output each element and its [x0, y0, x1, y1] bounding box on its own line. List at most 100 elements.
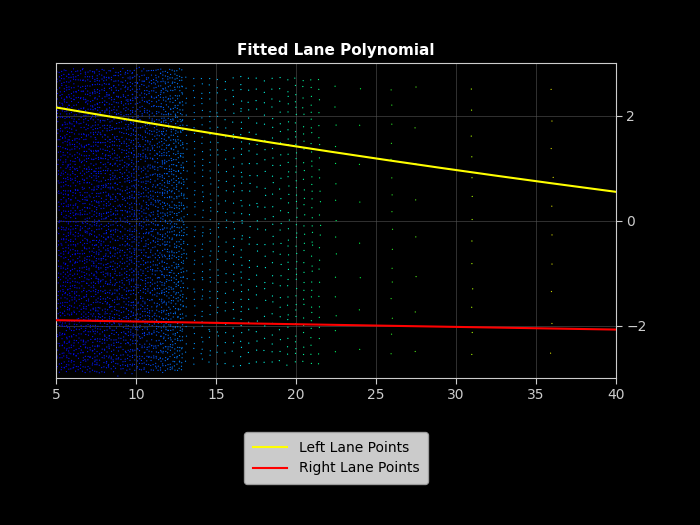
Point: [52, 86, 63, 94]
Point: [189, 151, 200, 159]
Point: [71, 352, 82, 360]
Point: [144, 114, 155, 122]
Point: [167, 247, 178, 255]
Point: [69, 165, 80, 174]
Point: [94, 350, 105, 358]
Point: [60, 181, 71, 189]
Point: [167, 86, 178, 94]
Point: [170, 309, 181, 318]
Point: [113, 314, 125, 323]
Point: [64, 332, 75, 341]
Point: [177, 293, 188, 301]
Point: [176, 223, 187, 232]
Point: [99, 286, 111, 295]
Point: [164, 152, 175, 160]
Point: [155, 200, 166, 208]
Point: [55, 299, 66, 307]
Point: [136, 218, 147, 226]
Point: [121, 273, 132, 281]
Point: [89, 241, 100, 249]
Point: [128, 289, 139, 298]
Point: [97, 75, 108, 83]
Point: [98, 233, 109, 242]
Point: [133, 181, 144, 190]
Point: [127, 205, 138, 214]
Point: [72, 186, 83, 195]
Point: [298, 246, 309, 255]
Point: [306, 124, 317, 132]
Point: [145, 278, 156, 287]
Point: [148, 127, 160, 135]
Point: [144, 309, 155, 317]
Point: [140, 280, 151, 288]
Point: [306, 303, 317, 311]
Point: [151, 267, 162, 275]
Point: [267, 248, 279, 256]
Point: [111, 219, 122, 227]
Point: [62, 149, 74, 157]
Point: [167, 208, 178, 216]
Point: [267, 213, 279, 221]
Point: [64, 110, 75, 118]
Point: [228, 362, 239, 370]
Point: [220, 155, 231, 163]
Point: [244, 233, 256, 242]
Point: [107, 145, 118, 153]
Point: [178, 284, 189, 292]
Point: [157, 222, 168, 230]
Point: [197, 155, 209, 164]
Point: [126, 187, 137, 195]
Point: [178, 181, 189, 189]
Point: [60, 214, 71, 222]
Point: [127, 108, 138, 117]
Point: [88, 116, 99, 124]
Point: [54, 72, 65, 81]
Point: [100, 236, 111, 244]
Point: [178, 190, 190, 198]
Point: [127, 227, 138, 236]
Point: [188, 75, 199, 83]
Point: [176, 287, 187, 295]
Point: [282, 342, 293, 351]
Point: [115, 258, 126, 266]
Point: [69, 96, 80, 104]
Point: [109, 296, 120, 304]
Point: [69, 107, 80, 116]
Point: [141, 356, 153, 365]
Point: [244, 275, 255, 284]
Point: [148, 87, 160, 95]
Point: [126, 258, 137, 266]
Point: [57, 134, 68, 142]
Point: [157, 240, 168, 248]
Point: [220, 359, 231, 368]
Point: [307, 173, 318, 181]
Point: [181, 131, 192, 140]
Point: [228, 86, 239, 94]
Point: [299, 239, 310, 247]
Point: [137, 118, 148, 127]
Point: [113, 114, 125, 122]
Point: [146, 118, 158, 127]
Point: [118, 129, 130, 138]
Point: [90, 279, 101, 288]
Point: [118, 101, 130, 109]
Point: [92, 142, 104, 151]
Point: [155, 173, 166, 181]
Point: [72, 153, 83, 162]
Point: [133, 177, 144, 185]
Point: [101, 221, 112, 229]
Point: [76, 299, 87, 308]
Point: [56, 359, 67, 368]
Point: [52, 78, 63, 86]
Point: [129, 176, 140, 184]
Point: [104, 294, 116, 302]
Point: [169, 70, 181, 78]
Point: [69, 250, 80, 259]
Point: [127, 68, 138, 77]
Point: [91, 262, 102, 270]
Point: [130, 331, 141, 339]
Point: [133, 191, 144, 199]
Point: [77, 241, 88, 249]
Point: [112, 196, 123, 204]
Point: [267, 279, 279, 287]
